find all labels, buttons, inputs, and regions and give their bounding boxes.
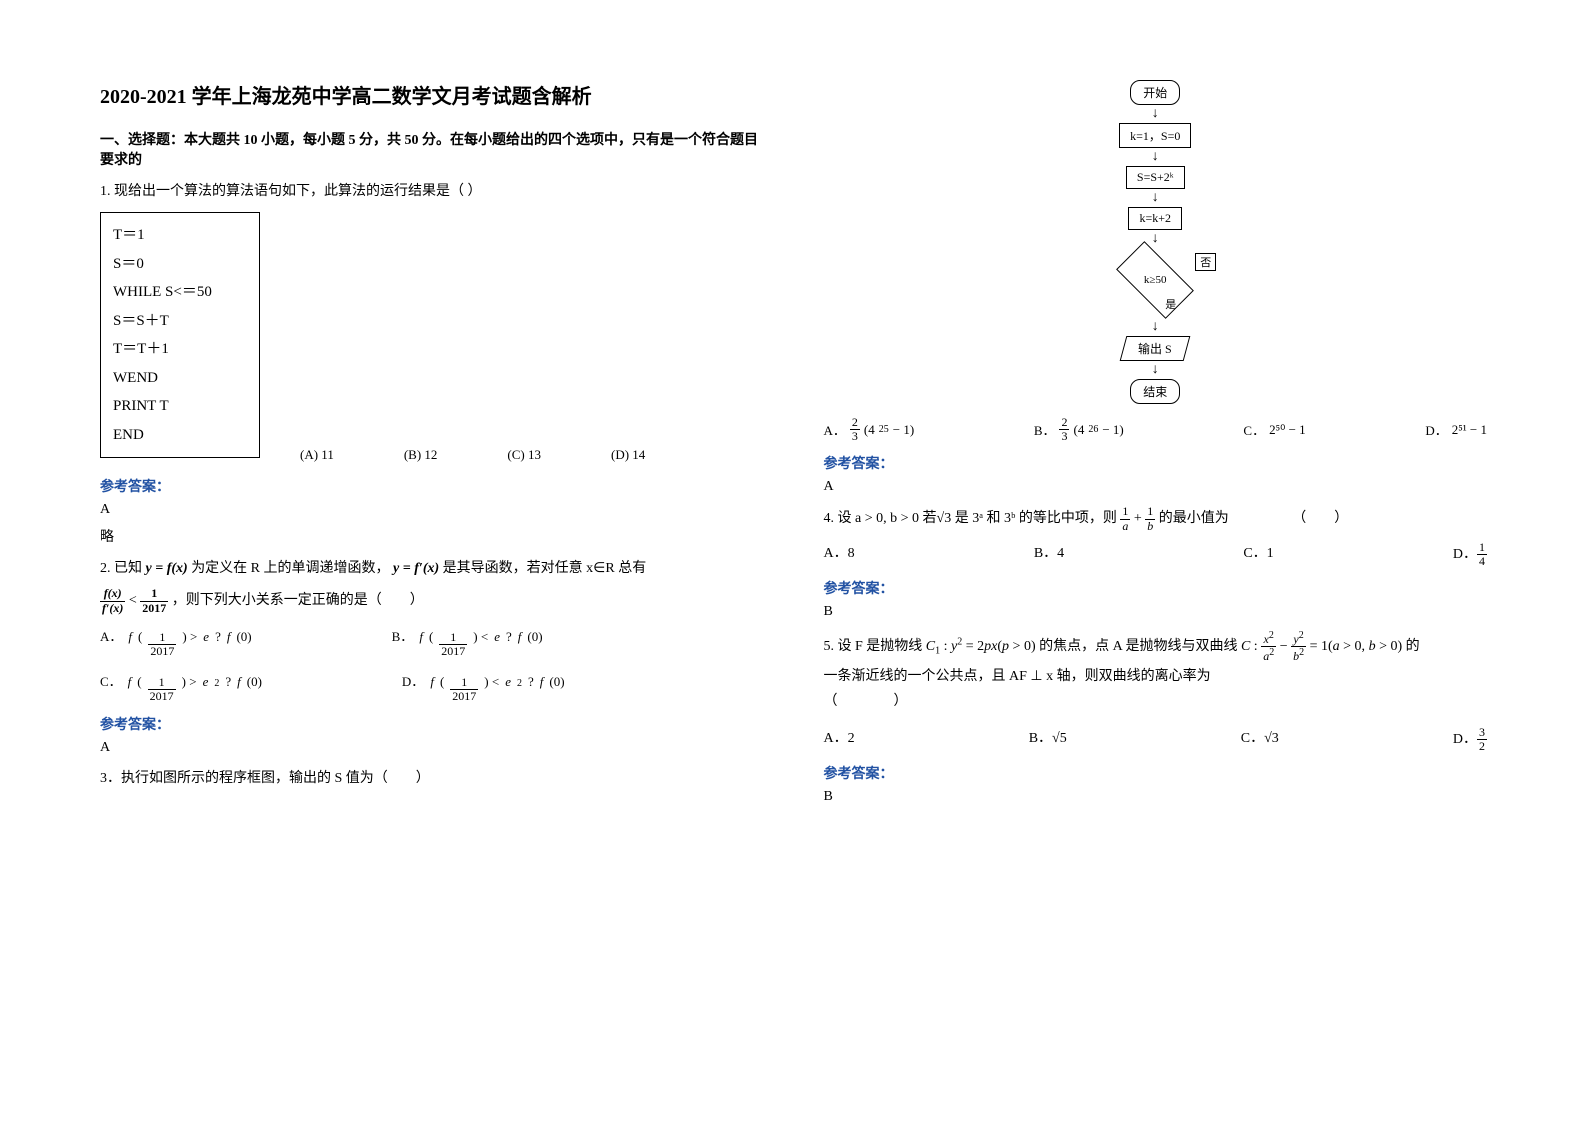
q1-answer: A — [100, 502, 764, 518]
code-line: T＝T＋1 — [113, 335, 247, 364]
q4-stem: 设 a > 0, b > 0 若√3 是 3ᵃ 和 3ᵇ 的等比中项，则 — [838, 511, 1121, 526]
q5-d: 一条渐近线的一个公共点，且 AF ⊥ x 轴，则双曲线的离心率为 — [824, 664, 1488, 689]
q5-opt-d: D．32 — [1453, 726, 1487, 753]
question-1: 1. 现给出一个算法的算法语句如下，此算法的运行结果是（ ） T＝1 S＝0 W… — [100, 179, 764, 466]
q2-stem-mid: 为定义在 R 上的单调递增函数， — [191, 561, 389, 576]
q5-opt-a: A．2 — [824, 726, 855, 753]
code-line: END — [113, 421, 247, 450]
q1-opt-c: (C) 13 — [507, 443, 541, 466]
q5-paren: （ ） — [824, 689, 1488, 714]
flow-cond: k≥50 — [1116, 241, 1194, 319]
q2-answer-label: 参考答案： — [100, 714, 764, 734]
code-line: S＝S＋T — [113, 307, 247, 336]
section-1-title: 一、选择题：本大题共 10 小题，每小题 5 分，共 50 分。在每小题给出的四… — [100, 129, 764, 169]
q1-opt-a: (A) 11 — [300, 443, 334, 466]
code-line: T＝1 — [113, 221, 247, 250]
flow-init: k=1，S=0 — [1119, 123, 1191, 148]
q1-opt-d: (D) 14 — [611, 443, 645, 466]
q5-b: 的焦点，点 A 是抛物线与双曲线 — [1039, 639, 1241, 654]
q3-opt-b: B． 23(426 − 1) — [1034, 416, 1124, 443]
question-2: 2. 已知 y = f(x) 为定义在 R 上的单调递增函数， y = f′(x… — [100, 556, 764, 703]
q5-opt-c: C．√3 — [1241, 726, 1279, 753]
q5-opt-b: B．√5 — [1029, 726, 1067, 753]
q1-answer-label: 参考答案： — [100, 476, 764, 496]
q2-stem-pre: 2. 已知 — [100, 561, 146, 576]
q4-num: 4. — [824, 511, 838, 526]
q3-flowchart: 开始 ↓ k=1，S=0 ↓ S=S+2ᵏ ↓ k=k+2 ↓ k≥50 否 是… — [824, 80, 1488, 404]
code-line: S＝0 — [113, 250, 247, 279]
q4-opt-d: D．14 — [1453, 541, 1487, 568]
q2-opt-a: A．f(12017) > e?f(0) — [100, 625, 252, 658]
arrow-icon: ↓ — [1152, 232, 1159, 246]
q2-opt-b: B．f(12017) < e?f(0) — [392, 625, 543, 658]
right-column: 开始 ↓ k=1，S=0 ↓ S=S+2ᵏ ↓ k=k+2 ↓ k≥50 否 是… — [824, 80, 1488, 1082]
flow-start: 开始 — [1130, 80, 1180, 105]
q2-opt-d: D．f(12017) < e2?f(0) — [402, 670, 565, 703]
left-column: 2020-2021 学年上海龙苑中学高二数学文月考试题含解析 一、选择题：本大题… — [100, 80, 764, 1082]
q3-options: A． 23(425 − 1) B． 23(426 − 1) C． 2⁵⁰ − 1… — [824, 416, 1488, 443]
q1-stem: 1. 现给出一个算法的算法语句如下，此算法的运行结果是（ ） — [100, 179, 764, 204]
q1-note: 略 — [100, 526, 764, 546]
arrow-icon: ↓ — [1152, 320, 1159, 334]
arrow-icon: ↓ — [1152, 107, 1159, 121]
q4-opt-b: B．4 — [1034, 541, 1064, 568]
page-title: 2020-2021 学年上海龙苑中学高二数学文月考试题含解析 — [100, 80, 764, 109]
q2-stem-tail: ，则下列大小关系一定正确的是（ ） — [172, 593, 424, 608]
code-line: WEND — [113, 364, 247, 393]
question-5: 5. 设 F 是抛物线 C1 : y2 = 2px(p > 0) 的焦点，点 A… — [824, 630, 1488, 753]
code-line: WHILE S<＝50 — [113, 278, 247, 307]
arrow-icon: ↓ — [1152, 363, 1159, 377]
arrow-icon: ↓ — [1152, 150, 1159, 164]
q2-opt-c: C．f(12017) > e2?f(0) — [100, 670, 262, 703]
q5-a: 5. 设 F 是抛物线 — [824, 639, 926, 654]
q5-answer: B — [824, 789, 1488, 805]
flow-yes: 是 — [1165, 296, 1176, 312]
flow-out: 输出 S — [1120, 336, 1190, 361]
q4-answer: B — [824, 604, 1488, 620]
q5-answer-label: 参考答案： — [824, 763, 1488, 783]
flow-step2: k=k+2 — [1128, 207, 1182, 230]
code-line: PRINT T — [113, 392, 247, 421]
q3-opt-d: D． 2⁵¹ − 1 — [1425, 416, 1487, 443]
q3-answer-label: 参考答案： — [824, 453, 1488, 473]
q3-opt-a: A． 23(425 − 1) — [824, 416, 915, 443]
q5-c: 的 — [1406, 639, 1420, 654]
q2-stem-mid2: 是其导函数，若对任意 x∈R 总有 — [443, 561, 647, 576]
arrow-icon: ↓ — [1152, 191, 1159, 205]
q3-answer: A — [824, 479, 1488, 495]
flow-no: 否 — [1195, 253, 1216, 271]
q1-codebox: T＝1 S＝0 WHILE S<＝50 S＝S＋T T＝T＋1 WEND PRI… — [100, 212, 260, 458]
question-3-stem: 3．执行如图所示的程序框图，输出的 S 值为（ ） — [100, 766, 764, 791]
flow-step1: S=S+2ᵏ — [1126, 166, 1185, 189]
q4-opt-a: A．8 — [824, 541, 855, 568]
flow-end: 结束 — [1130, 379, 1180, 404]
q4-paren: （ ） — [1292, 511, 1348, 526]
q4-answer-label: 参考答案： — [824, 578, 1488, 598]
q4-stem-tail: 的最小值为 — [1159, 511, 1229, 526]
q1-options: (A) 11 (B) 12 (C) 13 (D) 14 — [300, 443, 645, 466]
question-4: 4. 设 a > 0, b > 0 若√3 是 3ᵃ 和 3ᵇ 的等比中项，则 … — [824, 505, 1488, 568]
q3-opt-c: C． 2⁵⁰ − 1 — [1243, 416, 1305, 443]
q1-opt-b: (B) 12 — [404, 443, 438, 466]
q4-opt-c: C．1 — [1243, 541, 1273, 568]
q2-answer: A — [100, 740, 764, 756]
